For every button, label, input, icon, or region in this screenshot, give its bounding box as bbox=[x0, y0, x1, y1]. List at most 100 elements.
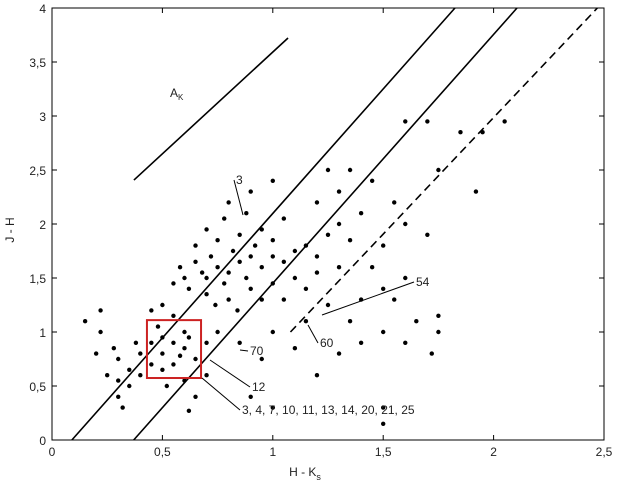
data-point bbox=[369, 178, 375, 183]
data-point bbox=[222, 281, 227, 286]
annotation-leader bbox=[321, 281, 415, 316]
data-point bbox=[381, 243, 386, 248]
data-point bbox=[171, 340, 176, 345]
x-tick-label: 0,5 bbox=[154, 445, 171, 459]
data-point bbox=[292, 275, 298, 281]
data-point bbox=[369, 265, 375, 270]
data-point bbox=[182, 346, 187, 351]
y-tick-label: 2 bbox=[39, 218, 46, 232]
data-point bbox=[336, 189, 342, 194]
data-point bbox=[186, 408, 192, 414]
data-point bbox=[208, 254, 214, 259]
x-tick-label: 0 bbox=[49, 445, 56, 459]
data-point bbox=[347, 238, 353, 243]
data-point bbox=[429, 351, 434, 356]
data-point bbox=[215, 265, 220, 270]
data-point bbox=[244, 211, 249, 216]
data-point bbox=[381, 286, 386, 291]
data-point bbox=[480, 130, 485, 135]
annotation: 70 bbox=[250, 344, 264, 358]
data-point bbox=[160, 367, 165, 372]
data-point bbox=[303, 286, 309, 291]
data-point bbox=[226, 297, 231, 302]
data-point bbox=[259, 265, 264, 270]
data-point bbox=[281, 297, 287, 302]
data-point bbox=[259, 356, 264, 362]
annotation-leader bbox=[233, 179, 244, 216]
data-point bbox=[281, 216, 287, 221]
data-point bbox=[414, 319, 419, 324]
data-point bbox=[111, 346, 117, 351]
data-point bbox=[222, 216, 227, 221]
data-point bbox=[164, 383, 170, 389]
data-point bbox=[403, 340, 408, 345]
data-point bbox=[155, 324, 161, 329]
data-point bbox=[171, 362, 176, 367]
annotation: 12 bbox=[252, 380, 266, 394]
data-point bbox=[303, 319, 309, 324]
data-point bbox=[237, 232, 242, 237]
reddening-label-sub: K bbox=[178, 93, 184, 102]
data-point bbox=[182, 378, 187, 383]
data-point bbox=[436, 167, 441, 173]
data-point bbox=[358, 340, 364, 345]
data-point bbox=[425, 119, 430, 124]
data-point bbox=[358, 211, 364, 216]
annotation-leader bbox=[209, 359, 251, 388]
y-tick-label: 3 bbox=[39, 110, 46, 124]
data-point bbox=[347, 167, 353, 173]
y-tick-label: 1 bbox=[39, 326, 46, 340]
data-point bbox=[248, 286, 253, 291]
data-point bbox=[303, 243, 309, 248]
data-point bbox=[325, 167, 331, 173]
data-point bbox=[259, 297, 264, 302]
data-point bbox=[248, 394, 253, 399]
data-point bbox=[270, 178, 275, 183]
data-point bbox=[252, 243, 258, 248]
data-point bbox=[292, 248, 298, 254]
data-point bbox=[116, 394, 121, 399]
data-point bbox=[127, 383, 132, 389]
x-tick-label: 1 bbox=[269, 445, 276, 459]
data-point bbox=[186, 335, 192, 340]
data-point bbox=[325, 232, 331, 237]
annotation: 3, 4, 7, 10, 11, 13, 14, 20, 21, 25 bbox=[242, 403, 415, 417]
data-point bbox=[127, 367, 132, 372]
data-point bbox=[138, 351, 143, 356]
data-point bbox=[248, 189, 253, 194]
data-point bbox=[381, 405, 386, 410]
data-point bbox=[171, 281, 176, 286]
data-point bbox=[133, 340, 139, 345]
data-point bbox=[182, 275, 187, 281]
data-point bbox=[177, 265, 183, 270]
data-point bbox=[473, 189, 479, 194]
data-point bbox=[336, 351, 342, 356]
data-point bbox=[226, 270, 231, 275]
reference-line bbox=[71, 7, 456, 441]
data-point bbox=[213, 302, 218, 308]
y-tick-label: 3,5 bbox=[29, 56, 46, 70]
data-point bbox=[230, 248, 236, 254]
data-point bbox=[215, 329, 220, 335]
y-tick-label: 0,5 bbox=[29, 380, 46, 394]
reddening-label-main: A bbox=[170, 86, 178, 100]
data-point bbox=[314, 270, 320, 275]
data-point bbox=[259, 227, 264, 232]
data-point bbox=[138, 373, 143, 378]
data-point bbox=[193, 356, 198, 362]
data-point bbox=[270, 329, 275, 335]
annotation: 60 bbox=[320, 336, 334, 350]
y-tick-label: 2,5 bbox=[29, 164, 46, 178]
data-point bbox=[502, 119, 507, 124]
annotation: 3 bbox=[236, 173, 243, 187]
data-point bbox=[248, 254, 253, 259]
data-point bbox=[186, 286, 192, 291]
data-point bbox=[436, 329, 441, 335]
data-point bbox=[226, 200, 231, 205]
data-point bbox=[392, 297, 397, 302]
x-tick-label: 2 bbox=[490, 445, 497, 459]
data-point bbox=[237, 259, 242, 264]
x-axis-label: H - Ks bbox=[289, 465, 321, 482]
y-tick-label: 0 bbox=[39, 434, 46, 448]
